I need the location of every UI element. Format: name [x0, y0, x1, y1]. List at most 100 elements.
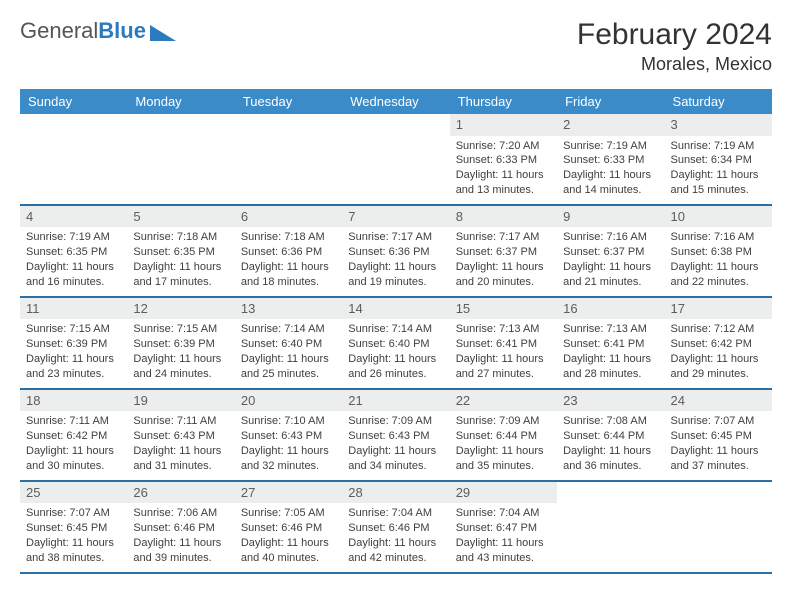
- day-body: Sunrise: 7:07 AMSunset: 6:45 PMDaylight:…: [665, 411, 772, 479]
- sunrise-text: Sunrise: 7:08 AM: [563, 414, 658, 429]
- calendar-day-cell: 29Sunrise: 7:04 AMSunset: 6:47 PMDayligh…: [450, 481, 557, 573]
- weekday-header: Wednesday: [342, 89, 449, 114]
- day-body: Sunrise: 7:10 AMSunset: 6:43 PMDaylight:…: [235, 411, 342, 479]
- sunrise-text: Sunrise: 7:09 AM: [348, 414, 443, 429]
- sunset-text: Sunset: 6:43 PM: [348, 429, 443, 444]
- daylight-text: Daylight: 11 hours and 40 minutes.: [241, 536, 336, 566]
- day-number: 1: [450, 114, 557, 136]
- day-body: Sunrise: 7:06 AMSunset: 6:46 PMDaylight:…: [127, 503, 234, 571]
- daylight-text: Daylight: 11 hours and 20 minutes.: [456, 260, 551, 290]
- calendar-day-cell: 21Sunrise: 7:09 AMSunset: 6:43 PMDayligh…: [342, 389, 449, 481]
- day-number: 28: [342, 482, 449, 504]
- daylight-text: Daylight: 11 hours and 39 minutes.: [133, 536, 228, 566]
- calendar-day-cell: 24Sunrise: 7:07 AMSunset: 6:45 PMDayligh…: [665, 389, 772, 481]
- calendar-table: SundayMondayTuesdayWednesdayThursdayFrid…: [20, 89, 772, 574]
- calendar-day-cell: [127, 114, 234, 205]
- day-number: [20, 114, 127, 136]
- calendar-day-cell: 25Sunrise: 7:07 AMSunset: 6:45 PMDayligh…: [20, 481, 127, 573]
- day-number: 2: [557, 114, 664, 136]
- calendar-day-cell: 17Sunrise: 7:12 AMSunset: 6:42 PMDayligh…: [665, 297, 772, 389]
- weekday-header: Sunday: [20, 89, 127, 114]
- day-body: Sunrise: 7:16 AMSunset: 6:38 PMDaylight:…: [665, 227, 772, 295]
- location: Morales, Mexico: [577, 54, 772, 75]
- calendar-day-cell: 26Sunrise: 7:06 AMSunset: 6:46 PMDayligh…: [127, 481, 234, 573]
- daylight-text: Daylight: 11 hours and 38 minutes.: [26, 536, 121, 566]
- day-body: Sunrise: 7:20 AMSunset: 6:33 PMDaylight:…: [450, 136, 557, 204]
- calendar-day-cell: 1Sunrise: 7:20 AMSunset: 6:33 PMDaylight…: [450, 114, 557, 205]
- sunset-text: Sunset: 6:40 PM: [348, 337, 443, 352]
- daylight-text: Daylight: 11 hours and 27 minutes.: [456, 352, 551, 382]
- daylight-text: Daylight: 11 hours and 21 minutes.: [563, 260, 658, 290]
- sunset-text: Sunset: 6:39 PM: [26, 337, 121, 352]
- calendar-day-cell: 6 Sunrise: 7:18 AMSunset: 6:36 PMDaylight…: [235, 205, 342, 297]
- header: GeneralBlue February 2024 Morales, Mexic…: [20, 18, 772, 75]
- calendar-day-cell: 28Sunrise: 7:04 AMSunset: 6:46 PMDayligh…: [342, 481, 449, 573]
- logo-text-blue: Blue: [98, 18, 146, 43]
- calendar-day-cell: 23Sunrise: 7:08 AMSunset: 6:44 PMDayligh…: [557, 389, 664, 481]
- daylight-text: Daylight: 11 hours and 17 minutes.: [133, 260, 228, 290]
- sunset-text: Sunset: 6:44 PM: [456, 429, 551, 444]
- sunset-text: Sunset: 6:45 PM: [671, 429, 766, 444]
- sunrise-text: Sunrise: 7:13 AM: [563, 322, 658, 337]
- day-number: 15: [450, 298, 557, 320]
- daylight-text: Daylight: 11 hours and 29 minutes.: [671, 352, 766, 382]
- day-number: 6: [235, 206, 342, 228]
- daylight-text: Daylight: 11 hours and 23 minutes.: [26, 352, 121, 382]
- day-body: Sunrise: 7:11 AMSunset: 6:42 PMDaylight:…: [20, 411, 127, 479]
- day-number: [127, 114, 234, 136]
- calendar-week-row: 4Sunrise: 7:19 AMSunset: 6:35 PMDaylight…: [20, 205, 772, 297]
- calendar-day-cell: 22Sunrise: 7:09 AMSunset: 6:44 PMDayligh…: [450, 389, 557, 481]
- day-number: 23: [557, 390, 664, 412]
- day-number: 3: [665, 114, 772, 136]
- weekday-header: Saturday: [665, 89, 772, 114]
- weekday-header: Friday: [557, 89, 664, 114]
- day-number: 11: [20, 298, 127, 320]
- calendar-day-cell: [342, 114, 449, 205]
- day-body: Sunrise: 7:04 AMSunset: 6:46 PMDaylight:…: [342, 503, 449, 571]
- day-number: 7: [342, 206, 449, 228]
- calendar-day-cell: [665, 481, 772, 573]
- day-body: Sunrise: 7:19 AMSunset: 6:34 PMDaylight:…: [665, 136, 772, 204]
- daylight-text: Daylight: 11 hours and 18 minutes.: [241, 260, 336, 290]
- day-number: 25: [20, 482, 127, 504]
- daylight-text: Daylight: 11 hours and 34 minutes.: [348, 444, 443, 474]
- sunrise-text: Sunrise: 7:07 AM: [671, 414, 766, 429]
- daylight-text: Daylight: 11 hours and 31 minutes.: [133, 444, 228, 474]
- sunrise-text: Sunrise: 7:16 AM: [671, 230, 766, 245]
- calendar-day-cell: 16Sunrise: 7:13 AMSunset: 6:41 PMDayligh…: [557, 297, 664, 389]
- sunrise-text: Sunrise: 7:15 AM: [26, 322, 121, 337]
- day-body: Sunrise: 7:04 AMSunset: 6:47 PMDaylight:…: [450, 503, 557, 571]
- day-body: Sunrise: 7:15 AMSunset: 6:39 PMDaylight:…: [127, 319, 234, 387]
- sunrise-text: Sunrise: 7:06 AM: [133, 506, 228, 521]
- sunrise-text: Sunrise: 7:04 AM: [456, 506, 551, 521]
- daylight-text: Daylight: 11 hours and 24 minutes.: [133, 352, 228, 382]
- day-body: Sunrise: 7:09 AMSunset: 6:44 PMDaylight:…: [450, 411, 557, 479]
- day-number: 21: [342, 390, 449, 412]
- logo-triangle-icon: [150, 23, 176, 41]
- month-title: February 2024: [577, 18, 772, 52]
- sunrise-text: Sunrise: 7:18 AM: [241, 230, 336, 245]
- day-number: 8: [450, 206, 557, 228]
- calendar-day-cell: 13Sunrise: 7:14 AMSunset: 6:40 PMDayligh…: [235, 297, 342, 389]
- daylight-text: Daylight: 11 hours and 15 minutes.: [671, 168, 766, 198]
- sunset-text: Sunset: 6:37 PM: [456, 245, 551, 260]
- sunset-text: Sunset: 6:39 PM: [133, 337, 228, 352]
- day-number: 9: [557, 206, 664, 228]
- daylight-text: Daylight: 11 hours and 32 minutes.: [241, 444, 336, 474]
- sunset-text: Sunset: 6:42 PM: [26, 429, 121, 444]
- calendar-day-cell: 4Sunrise: 7:19 AMSunset: 6:35 PMDaylight…: [20, 205, 127, 297]
- day-body: Sunrise: 7:19 AMSunset: 6:35 PMDaylight:…: [20, 227, 127, 295]
- sunset-text: Sunset: 6:45 PM: [26, 521, 121, 536]
- sunset-text: Sunset: 6:36 PM: [241, 245, 336, 260]
- calendar-day-cell: 7Sunrise: 7:17 AMSunset: 6:36 PMDaylight…: [342, 205, 449, 297]
- sunrise-text: Sunrise: 7:20 AM: [456, 139, 551, 154]
- day-number: 14: [342, 298, 449, 320]
- sunrise-text: Sunrise: 7:17 AM: [348, 230, 443, 245]
- daylight-text: Daylight: 11 hours and 28 minutes.: [563, 352, 658, 382]
- sunset-text: Sunset: 6:41 PM: [563, 337, 658, 352]
- day-body: Sunrise: 7:09 AMSunset: 6:43 PMDaylight:…: [342, 411, 449, 479]
- day-number: 24: [665, 390, 772, 412]
- daylight-text: Daylight: 11 hours and 35 minutes.: [456, 444, 551, 474]
- calendar-day-cell: 14Sunrise: 7:14 AMSunset: 6:40 PMDayligh…: [342, 297, 449, 389]
- sunset-text: Sunset: 6:33 PM: [456, 153, 551, 168]
